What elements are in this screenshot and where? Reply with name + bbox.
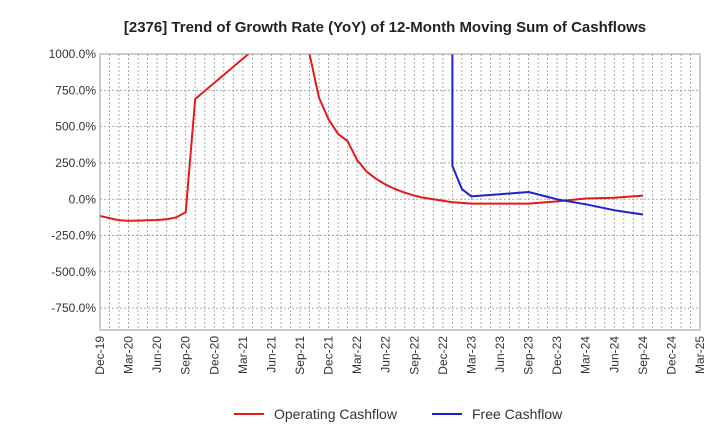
x-tick-label: Mar-25 bbox=[693, 336, 707, 374]
x-tick-label: Dec-20 bbox=[207, 336, 221, 375]
grid bbox=[100, 53, 700, 330]
series-line-operating-cashflow bbox=[100, 54, 643, 222]
x-tick-label: Jun-23 bbox=[493, 336, 507, 373]
y-tick-label: 500.0% bbox=[55, 120, 96, 134]
x-tick-label: Sep-20 bbox=[179, 336, 193, 375]
x-tick-label: Mar-23 bbox=[464, 336, 478, 374]
x-tick-label: Mar-20 bbox=[122, 336, 136, 374]
x-tick-label: Jun-20 bbox=[150, 336, 164, 373]
x-tick-label: Dec-21 bbox=[322, 336, 336, 375]
legend-label: Free Cashflow bbox=[472, 406, 563, 422]
y-tick-label: 0.0% bbox=[69, 192, 97, 206]
plot-frame bbox=[99, 53, 701, 331]
chart-title: [2376] Trend of Growth Rate (YoY) of 12-… bbox=[124, 19, 646, 36]
x-tick-label: Jun-21 bbox=[264, 336, 278, 373]
y-tick-label: -500.0% bbox=[51, 265, 96, 279]
x-tick-label: Sep-23 bbox=[522, 336, 536, 375]
series-line-free-cashflow bbox=[451, 54, 644, 216]
x-tick-label: Mar-22 bbox=[350, 336, 364, 374]
x-axis: Dec-19 Mar-20 Jun-20 Sep-20 Dec-20 Mar-21 Jun-… bbox=[93, 336, 707, 375]
y-tick-label: 1000.0% bbox=[49, 47, 97, 61]
y-tick-label: 250.0% bbox=[55, 156, 96, 170]
y-tick-label: 750.0% bbox=[55, 83, 96, 97]
y-tick-label: -750.0% bbox=[51, 301, 96, 315]
y-axis: 1000.0% 750.0% 500.0% 250.0% 0.0% -250.0% -500… bbox=[49, 47, 97, 315]
x-tick-label: Sep-22 bbox=[407, 336, 421, 375]
legend-label: Operating Cashflow bbox=[274, 406, 398, 422]
x-tick-label: Mar-21 bbox=[236, 336, 250, 374]
x-tick-label: Dec-19 bbox=[93, 336, 107, 375]
x-tick-label: Sep-24 bbox=[636, 336, 650, 375]
x-tick-label: Jun-24 bbox=[607, 336, 621, 373]
x-tick-label: Sep-21 bbox=[293, 336, 307, 375]
y-tick-label: -250.0% bbox=[51, 229, 96, 243]
x-tick-label: Jun-22 bbox=[379, 336, 393, 373]
series-layer bbox=[100, 54, 644, 222]
x-tick-label: Dec-22 bbox=[436, 336, 450, 375]
x-tick-label: Dec-23 bbox=[550, 336, 564, 375]
x-tick-label: Mar-24 bbox=[579, 336, 593, 374]
legend: Operating Cashflow Free Cashflow bbox=[234, 406, 563, 422]
x-tick-label: Dec-24 bbox=[664, 336, 678, 375]
